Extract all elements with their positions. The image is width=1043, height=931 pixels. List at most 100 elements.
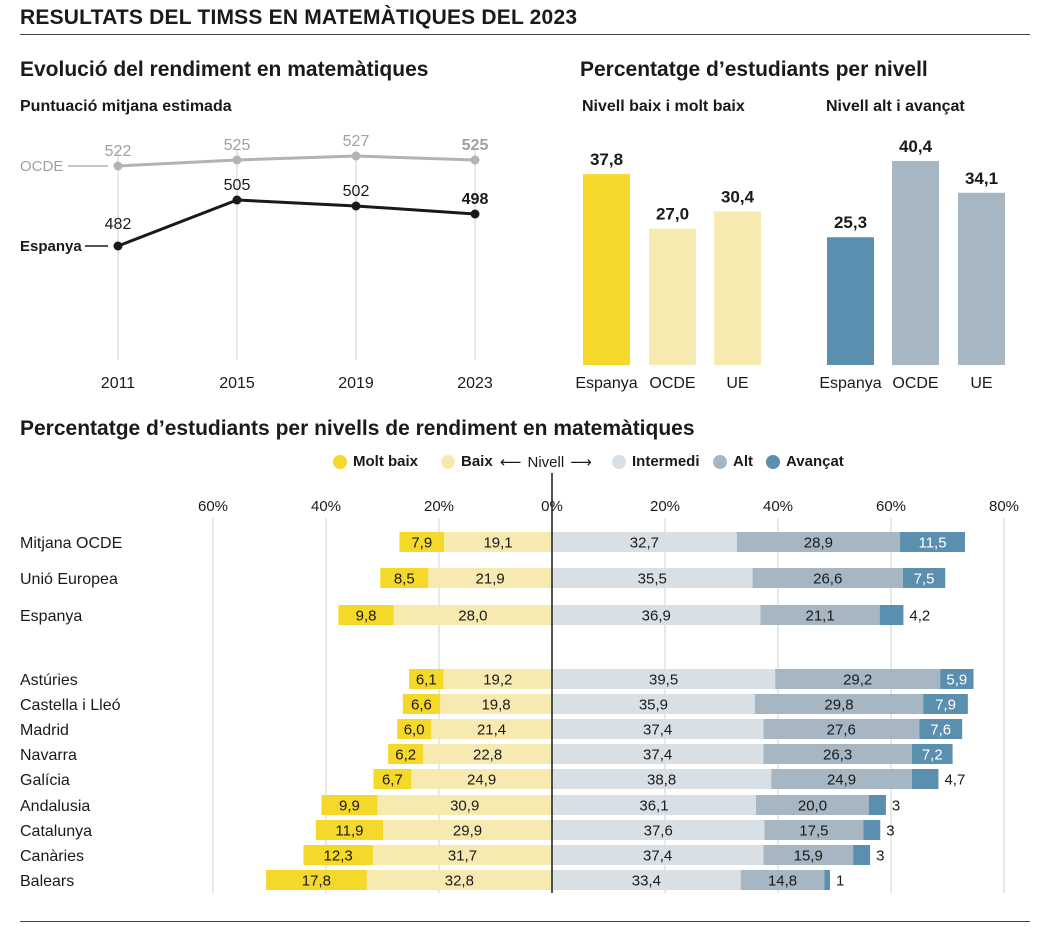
point-ocde-2015 <box>232 155 242 165</box>
label-molt-baix-2: 9,8 <box>356 608 377 625</box>
legend-label-intermedi: Intermedi <box>632 453 700 470</box>
label-molt-baix-7: 6,7 <box>382 772 403 789</box>
label-avancat-11: 1 <box>836 873 844 890</box>
row-label-5: Madrid <box>20 722 69 739</box>
segment-avancat-8 <box>868 795 886 815</box>
point-espanya-2011 <box>113 241 123 251</box>
label-molt-baix-1: 8,5 <box>394 571 415 588</box>
line-chart-subtitle: Puntuació mitjana estimada <box>20 98 232 115</box>
row-label-7: Galícia <box>20 772 70 789</box>
label-alt-3: 29,2 <box>843 672 872 689</box>
bar-alt-ocde <box>892 160 939 365</box>
series-line-espanya <box>117 198 476 248</box>
label-baix-5: 21,4 <box>477 722 506 739</box>
line-chart: 2011 2015 2019 2023 522 525 527 525 OCDE 482 505 50… <box>20 133 493 392</box>
segment-baix-10 <box>372 845 552 865</box>
segment-molt-baix-9 <box>315 820 384 840</box>
x-tick-7: 80% <box>989 498 1019 515</box>
segment-avancat-6 <box>911 744 953 764</box>
segment-molt-baix-5 <box>397 719 432 739</box>
bar-panel-left-subtitle: Nivell baix i molt baix <box>582 98 745 115</box>
label-avancat-4: 7,9 <box>935 697 956 714</box>
bar-category-alt-ocde: OCDE <box>892 375 938 392</box>
point-espanya-2015 <box>232 195 242 205</box>
segment-alt-1 <box>752 568 903 588</box>
segment-avancat-9 <box>863 820 881 840</box>
label-alt-8: 20,0 <box>798 798 827 815</box>
label-intermedi-3: 39,5 <box>649 672 678 689</box>
row-label-8: Andalusia <box>20 798 90 815</box>
segment-intermedi-2 <box>552 605 761 625</box>
data-label-espanya-2011: 482 <box>105 216 132 233</box>
arrow-right-icon: ⟶ <box>570 454 592 471</box>
label-molt-baix-4: 6,6 <box>411 697 432 714</box>
label-baix-3: 19,2 <box>483 672 512 689</box>
segment-intermedi-1 <box>552 568 753 588</box>
label-alt-10: 15,9 <box>794 848 823 865</box>
label-avancat-7: 4,7 <box>944 772 965 789</box>
x-tick-2011: 2011 <box>101 375 136 392</box>
label-avancat-3: 5,9 <box>946 672 967 689</box>
segment-alt-10 <box>763 845 854 865</box>
bar-chart: 37,8 Espanya 27,0 OCDE 30,4 UE 25,3 Espanya 40,4… <box>575 137 1005 392</box>
segment-avancat-10 <box>853 845 871 865</box>
segment-baix-4 <box>440 694 552 714</box>
bar-category-baix-ocde: OCDE <box>649 375 695 392</box>
label-molt-baix-5: 6,0 <box>404 722 425 739</box>
legend-item-intermedi: Intermedi <box>612 453 700 470</box>
row-label-11: Balears <box>20 873 74 890</box>
segment-molt-baix-2 <box>338 605 394 625</box>
segment-alt-6 <box>763 744 912 764</box>
row-label-0: Mitjana OCDE <box>20 535 122 552</box>
row-label-10: Canàries <box>20 848 84 865</box>
label-baix-11: 32,8 <box>445 873 474 890</box>
segment-avancat-11 <box>824 870 830 890</box>
legend-swatch-avancat <box>766 454 780 469</box>
label-baix-9: 29,9 <box>453 823 482 840</box>
segment-avancat-1 <box>902 568 946 588</box>
label-intermedi-8: 36,1 <box>639 798 668 815</box>
label-baix-7: 24,9 <box>467 772 496 789</box>
point-ocde-2023 <box>470 155 480 165</box>
legend-item-avancat: Avançat <box>766 453 844 470</box>
bar-value-baix-ue: 30,4 <box>721 187 755 206</box>
segment-alt-3 <box>775 669 941 689</box>
row-label-9: Catalunya <box>20 823 92 840</box>
segment-alt-11 <box>740 870 825 890</box>
label-avancat-2: 4,2 <box>909 608 930 625</box>
bar-category-alt-ue: UE <box>970 375 992 392</box>
segment-baix-8 <box>377 795 552 815</box>
label-molt-baix-10: 12,3 <box>324 848 353 865</box>
segment-baix-3 <box>443 669 552 689</box>
page-title: RESULTATS DEL TIMSS EN MATEMÀTIQUES DEL … <box>20 6 578 29</box>
x-tick-0: 60% <box>198 498 228 515</box>
segment-intermedi-10 <box>552 845 764 865</box>
segment-alt-7 <box>771 769 912 789</box>
point-ocde-2011 <box>113 161 123 171</box>
x-tick-5: 40% <box>763 498 793 515</box>
segment-avancat-2 <box>879 605 904 625</box>
label-avancat-6: 7,2 <box>922 747 943 764</box>
legend-swatch-baix <box>441 454 455 469</box>
segment-baix-11 <box>366 870 552 890</box>
segment-avancat-3 <box>940 669 974 689</box>
segment-intermedi-4 <box>552 694 755 714</box>
label-alt-5: 27,6 <box>827 722 856 739</box>
label-intermedi-6: 37,4 <box>643 747 672 764</box>
label-avancat-0: 11,5 <box>918 535 946 552</box>
segment-molt-baix-11 <box>266 870 367 890</box>
legend-label-molt-baix: Molt baix <box>353 453 419 470</box>
segment-avancat-0 <box>900 532 966 552</box>
segment-intermedi-11 <box>552 870 741 890</box>
legend: Molt baix Baix ⟵ Nivell ⟶ Intermedi Alt … <box>0 453 1043 475</box>
bar-value-alt-espanya: 25,3 <box>834 213 867 232</box>
bar-category-baix-ue: UE <box>726 375 748 392</box>
series-line-ocde <box>117 154 476 168</box>
segment-molt-baix-0 <box>399 532 445 552</box>
label-alt-1: 26,6 <box>813 571 842 588</box>
label-baix-1: 21,9 <box>476 571 505 588</box>
segment-molt-baix-7 <box>373 769 412 789</box>
segment-avancat-5 <box>919 719 963 739</box>
segment-intermedi-3 <box>552 669 776 689</box>
